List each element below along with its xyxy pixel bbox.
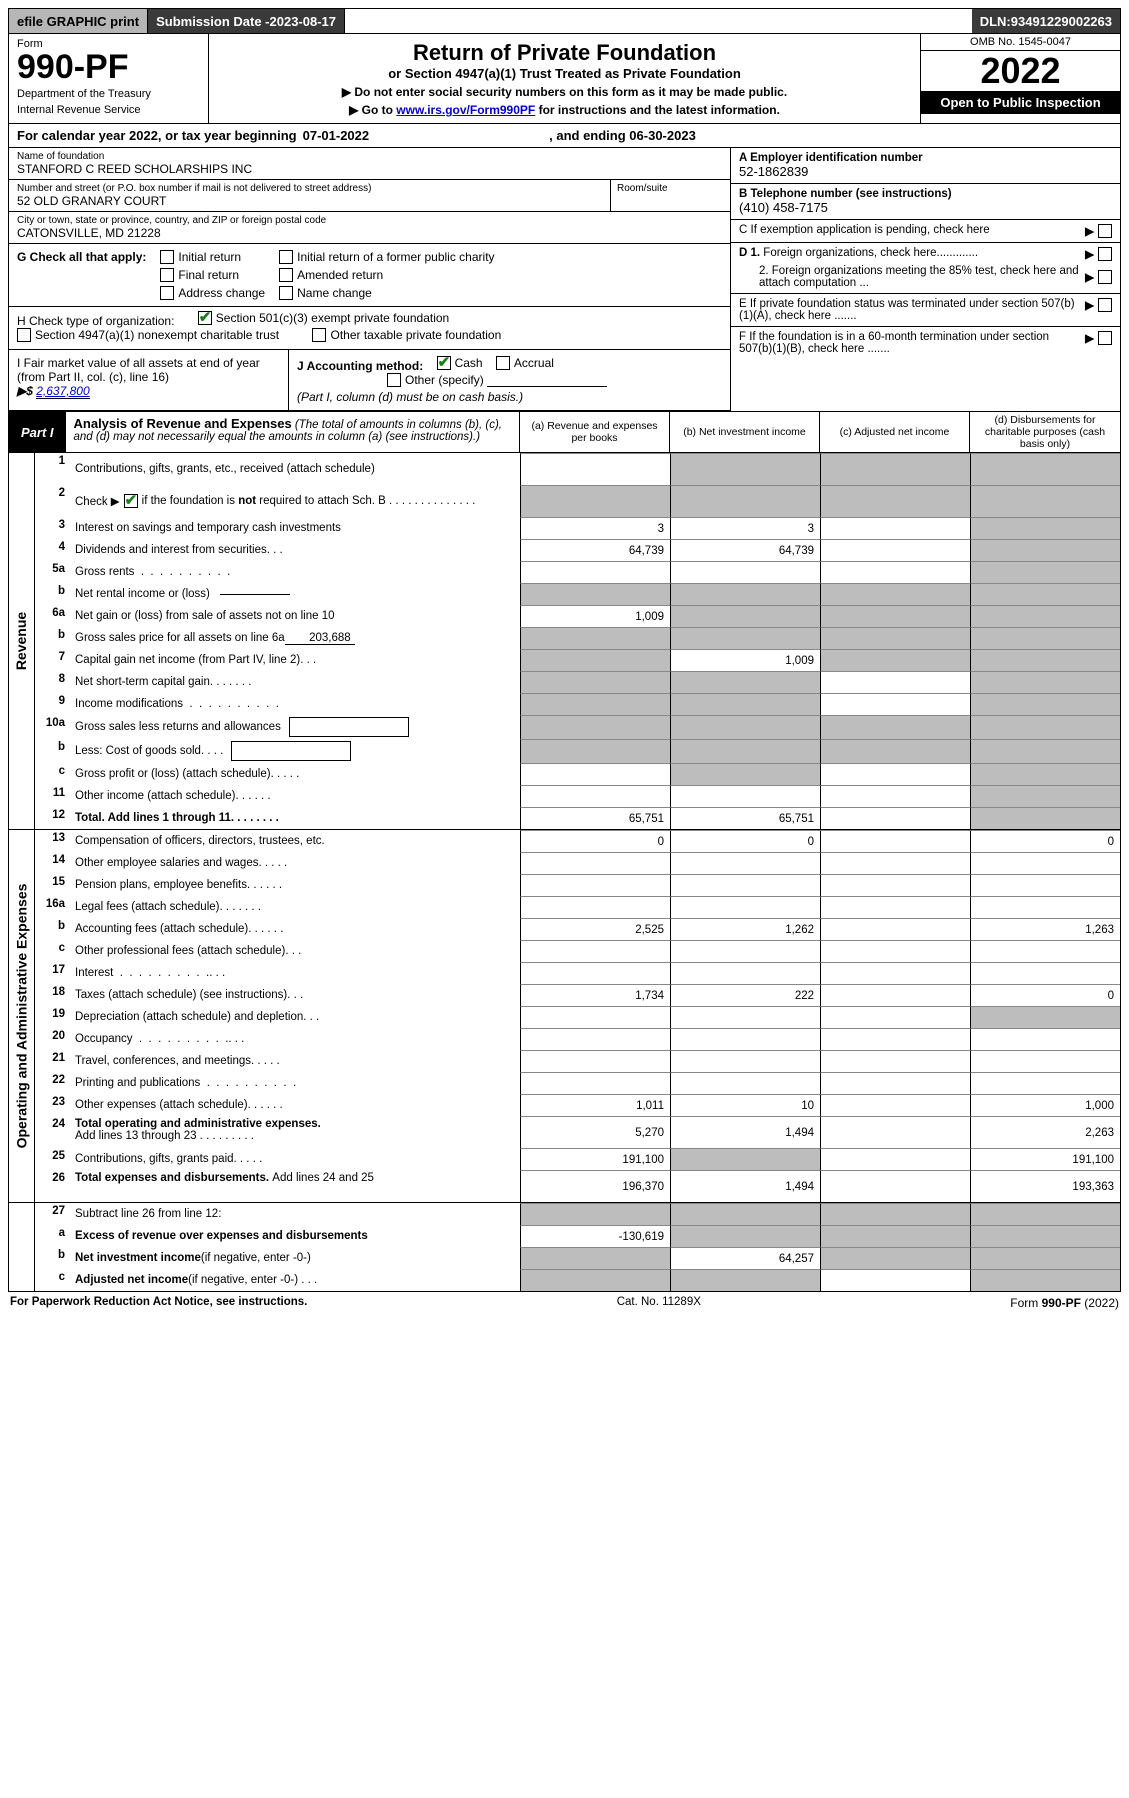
- checkbox-4947[interactable]: [17, 328, 31, 342]
- phone-label: B Telephone number (see instructions): [739, 188, 952, 200]
- year-begin: 07-01-2022: [303, 128, 370, 143]
- page-footer: For Paperwork Reduction Act Notice, see …: [8, 1292, 1121, 1314]
- form-title: Return of Private Foundation: [217, 40, 912, 66]
- street-address: 52 OLD GRANARY COURT: [17, 194, 602, 208]
- checkbox-initial-return[interactable]: [160, 250, 174, 264]
- footer-right: Form 990-PF (2022): [1010, 1296, 1119, 1310]
- addr-label: Number and street (or P.O. box number if…: [17, 183, 602, 194]
- checkbox-f[interactable]: [1098, 331, 1112, 345]
- city-label: City or town, state or province, country…: [17, 215, 722, 226]
- form-note-2: ▶ Go to www.irs.gov/Form990PF for instru…: [217, 103, 912, 117]
- form-number: 990-PF: [17, 50, 200, 84]
- open-to-public: Open to Public Inspection: [921, 91, 1120, 114]
- checkbox-cash[interactable]: [437, 356, 451, 370]
- calendar-year-row: For calendar year 2022, or tax year begi…: [8, 124, 1121, 148]
- section-g: G Check all that apply: Initial return F…: [9, 244, 730, 307]
- revenue-side-label: Revenue: [14, 612, 30, 670]
- checkbox-accrual[interactable]: [496, 356, 510, 370]
- section-d1-label: D 1. D 1. Foreign organizations, check h…: [739, 247, 1085, 261]
- dln-label: DLN: 93491229002263: [972, 9, 1120, 33]
- foundation-name: STANFORD C REED SCHOLARSHIPS INC: [17, 162, 722, 176]
- section-c-label: C If exemption application is pending, c…: [739, 224, 1079, 236]
- row-27-section: 27Subtract line 26 from line 12: aExcess…: [8, 1203, 1121, 1292]
- col-d-header: (d) Disbursements for charitable purpose…: [970, 412, 1120, 452]
- checkbox-501c3[interactable]: [198, 311, 212, 325]
- header-left: Form 990-PF Department of the Treasury I…: [9, 34, 209, 123]
- col-a-header: (a) Revenue and expenses per books: [520, 412, 670, 452]
- omb-number: OMB No. 1545-0047: [921, 34, 1120, 51]
- dept-irs: Internal Revenue Service: [17, 104, 200, 116]
- checkbox-d2[interactable]: [1098, 270, 1112, 284]
- form-note-1: ▶ Do not enter social security numbers o…: [217, 85, 912, 99]
- form-subtitle: or Section 4947(a)(1) Trust Treated as P…: [217, 66, 912, 81]
- checkbox-other-taxable[interactable]: [312, 328, 326, 342]
- efile-label: efile GRAPHIC print: [9, 9, 148, 33]
- section-e-label: E If private foundation status was termi…: [739, 298, 1079, 322]
- ein-label: A Employer identification number: [739, 152, 923, 164]
- checkbox-e[interactable]: [1098, 298, 1112, 312]
- submission-date-label: Submission Date - 2023-08-17: [148, 9, 345, 33]
- checkbox-amended-return[interactable]: [279, 268, 293, 282]
- section-i-label: I Fair market value of all assets at end…: [17, 356, 260, 384]
- header-center: Return of Private Foundation or Section …: [209, 34, 920, 123]
- dept-treasury: Department of the Treasury: [17, 88, 200, 100]
- info-grid: Name of foundation STANFORD C REED SCHOL…: [8, 148, 1121, 412]
- city-state-zip: CATONSVILLE, MD 21228: [17, 226, 722, 240]
- irs-link[interactable]: www.irs.gov/Form990PF: [396, 103, 535, 117]
- room-suite-label: Room/suite: [610, 180, 730, 211]
- col-b-header: (b) Net investment income: [670, 412, 820, 452]
- fmv-value[interactable]: 2,637,800: [36, 384, 89, 399]
- ein-value: 52-1862839: [739, 164, 808, 179]
- checkbox-initial-former[interactable]: [279, 250, 293, 264]
- checkbox-name-change[interactable]: [279, 286, 293, 300]
- section-d2-label: 2. Foreign organizations meeting the 85%…: [739, 265, 1085, 289]
- checkbox-address-change[interactable]: [160, 286, 174, 300]
- form-header: Form 990-PF Department of the Treasury I…: [8, 34, 1121, 124]
- section-h-label: H Check type of organization:: [17, 314, 174, 328]
- header-right: OMB No. 1545-0047 2022 Open to Public In…: [920, 34, 1120, 123]
- name-label: Name of foundation: [17, 151, 722, 162]
- phone-value: (410) 458-7175: [739, 200, 828, 215]
- top-bar: efile GRAPHIC print Submission Date - 20…: [8, 8, 1121, 34]
- checkbox-d1[interactable]: [1098, 247, 1112, 261]
- section-f-label: F If the foundation is in a 60-month ter…: [739, 331, 1079, 355]
- checkbox-other-method[interactable]: [387, 373, 401, 387]
- expenses-section: Operating and Administrative Expenses 13…: [8, 830, 1121, 1203]
- tax-year: 2022: [921, 51, 1120, 91]
- part1-header: Part I Analysis of Revenue and Expenses …: [8, 412, 1121, 453]
- part1-tab: Part I: [9, 412, 66, 452]
- checkbox-sch-b[interactable]: [124, 494, 138, 508]
- col-c-header: (c) Adjusted net income: [820, 412, 970, 452]
- footer-cat: Cat. No. 11289X: [617, 1296, 701, 1310]
- expenses-side-label: Operating and Administrative Expenses: [14, 884, 30, 1149]
- year-end: 06-30-2023: [629, 128, 696, 143]
- footer-left: For Paperwork Reduction Act Notice, see …: [10, 1296, 307, 1310]
- revenue-section: Revenue 1Contributions, gifts, grants, e…: [8, 453, 1121, 830]
- checkbox-c[interactable]: [1098, 224, 1112, 238]
- section-j-note: (Part I, column (d) must be on cash basi…: [297, 390, 523, 404]
- checkbox-final-return[interactable]: [160, 268, 174, 282]
